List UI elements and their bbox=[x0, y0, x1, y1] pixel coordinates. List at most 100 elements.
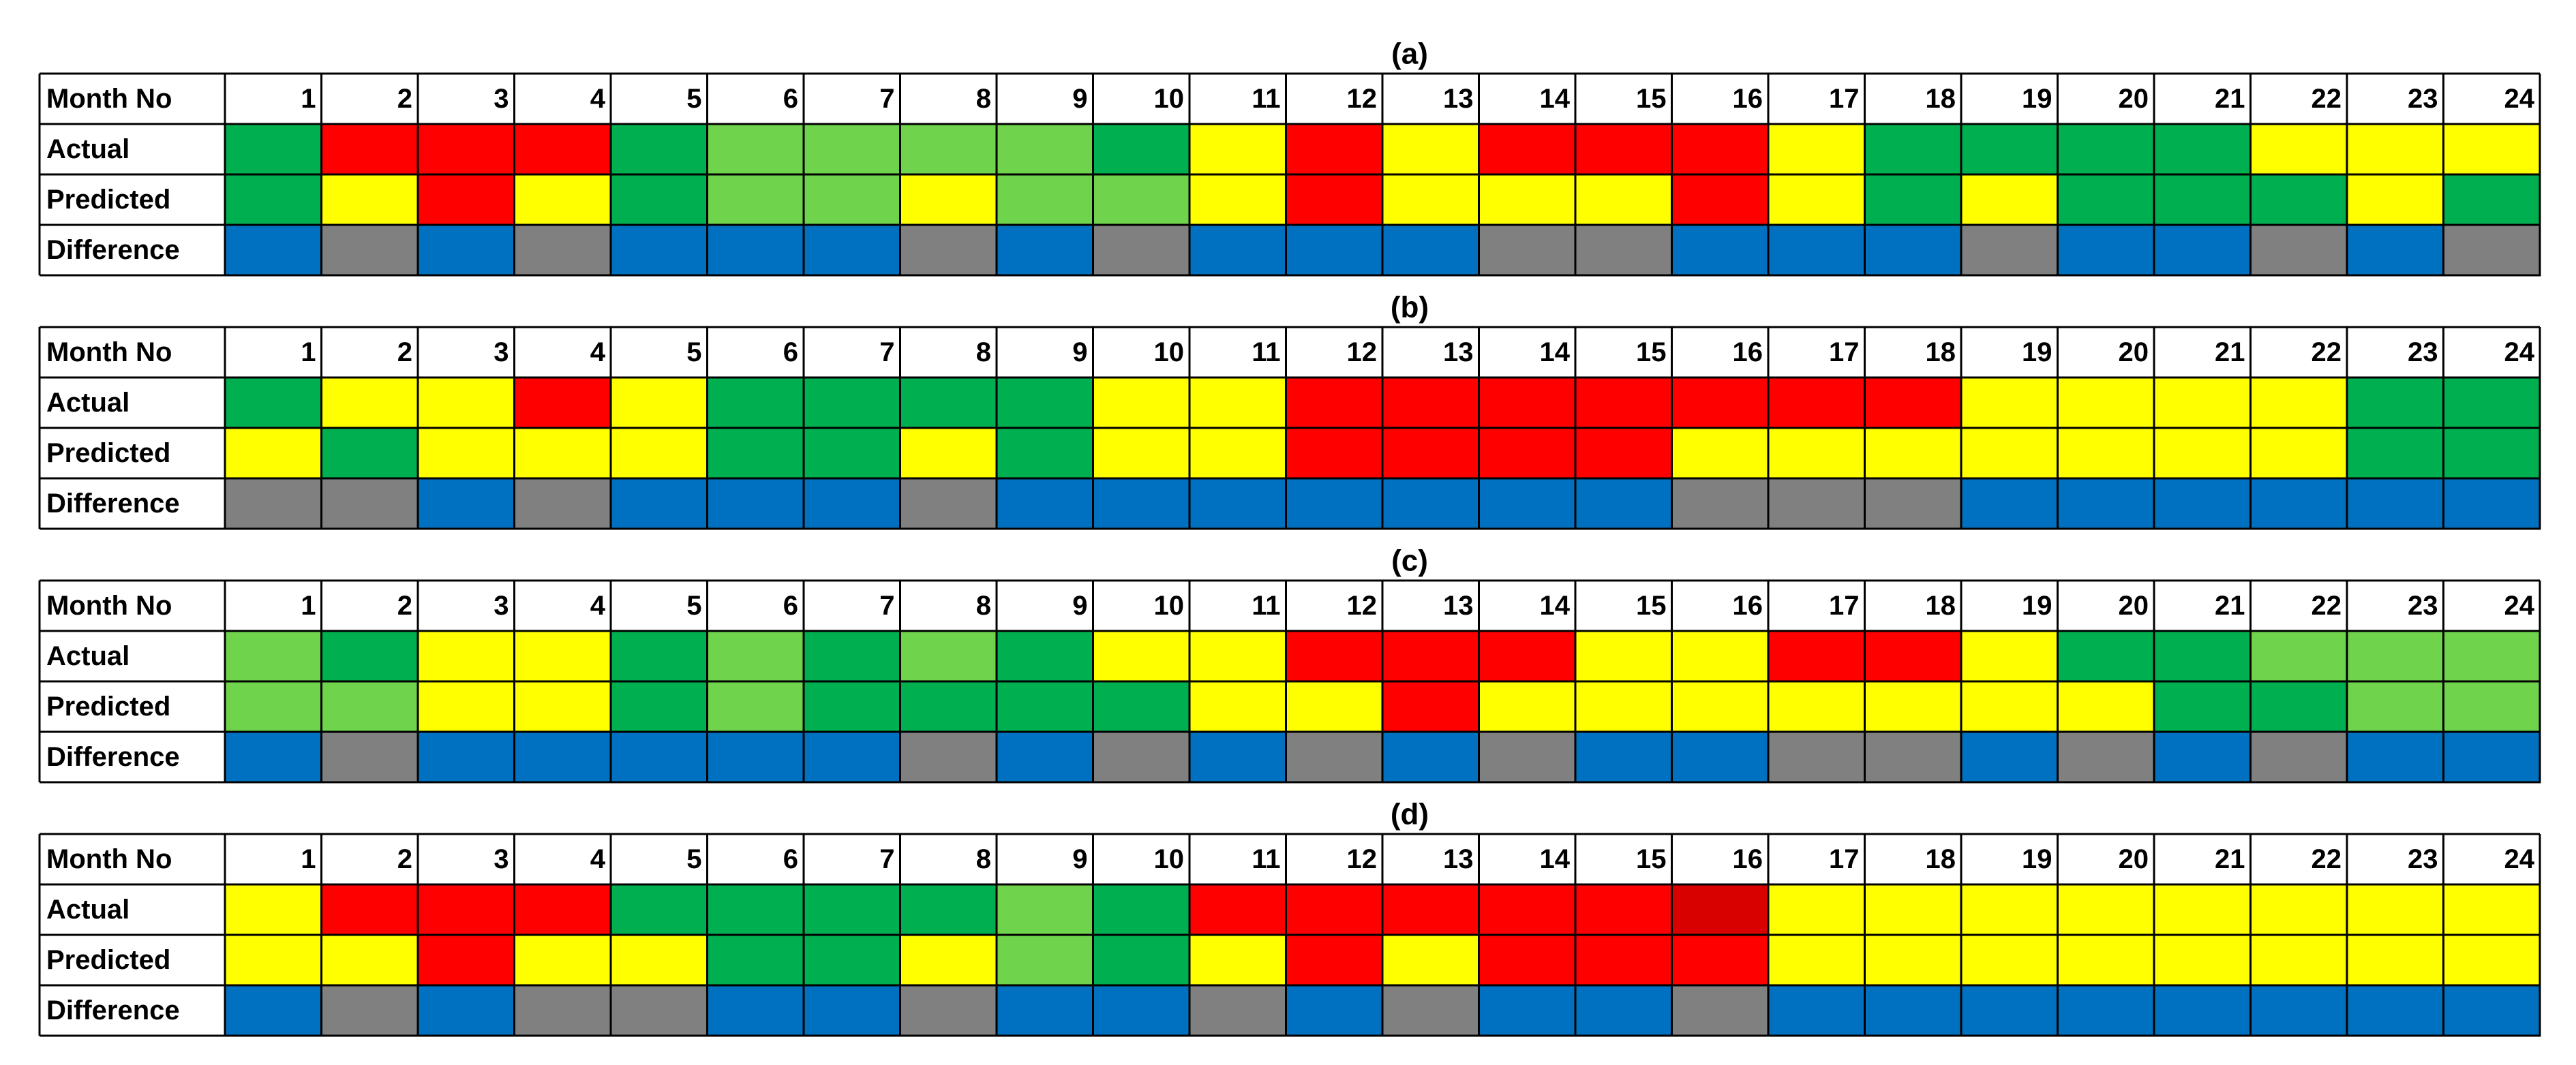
difference-cell bbox=[706, 984, 805, 1037]
predicted-cell bbox=[1960, 933, 2059, 987]
predicted-cell bbox=[1188, 427, 1287, 480]
row-label-predicted: Predicted bbox=[46, 692, 170, 722]
row-label-difference: Difference bbox=[46, 235, 180, 265]
predicted-cell bbox=[802, 933, 901, 987]
month-label: 7 bbox=[879, 337, 894, 367]
actual-cell bbox=[2057, 883, 2155, 936]
difference-cell bbox=[2346, 730, 2444, 784]
difference-cell bbox=[1092, 984, 1191, 1037]
predicted-cell bbox=[2057, 427, 2155, 480]
actual-cell bbox=[1478, 630, 1577, 683]
row-label-difference: Difference bbox=[46, 995, 180, 1025]
predicted-cell bbox=[995, 680, 1094, 733]
predicted-cell bbox=[1767, 427, 1866, 480]
predicted-cell bbox=[706, 173, 805, 226]
predicted-cell bbox=[995, 427, 1094, 480]
row-label-actual: Actual bbox=[46, 134, 130, 164]
row-label-difference: Difference bbox=[46, 489, 180, 519]
month-label: 5 bbox=[686, 844, 701, 874]
month-label: 16 bbox=[1733, 591, 1763, 621]
predicted-cell bbox=[609, 173, 708, 226]
month-label: 6 bbox=[783, 337, 798, 367]
row-label-predicted: Predicted bbox=[46, 945, 170, 975]
predicted-cell bbox=[802, 173, 901, 226]
predicted-cell bbox=[1381, 173, 1480, 226]
actual-cell bbox=[706, 883, 805, 936]
month-label: 12 bbox=[1347, 337, 1378, 367]
predicted-cell bbox=[1478, 933, 1577, 987]
month-label: 11 bbox=[1252, 337, 1280, 367]
difference-cell bbox=[802, 730, 901, 784]
predicted-cell bbox=[320, 427, 419, 480]
difference-cell bbox=[609, 730, 708, 784]
actual-cell bbox=[1960, 123, 2059, 176]
actual-cell bbox=[1574, 376, 1673, 429]
difference-cell bbox=[2346, 223, 2444, 277]
difference-cell bbox=[995, 223, 1094, 277]
predicted-cell bbox=[1188, 173, 1287, 226]
predicted-cell bbox=[1092, 427, 1191, 480]
difference-cell bbox=[609, 984, 708, 1037]
predicted-cell bbox=[1671, 933, 1770, 987]
predicted-cell bbox=[320, 933, 419, 987]
difference-cell bbox=[1381, 984, 1480, 1037]
month-label: 13 bbox=[1443, 844, 1474, 874]
month-label: 20 bbox=[2119, 591, 2149, 621]
month-label: 24 bbox=[2504, 337, 2535, 367]
row-label-cell bbox=[40, 985, 225, 1036]
actual-cell bbox=[1960, 883, 2059, 936]
month-label: 4 bbox=[590, 84, 606, 114]
predicted-cell bbox=[1767, 173, 1866, 226]
actual-cell bbox=[513, 883, 612, 936]
row-label-actual: Actual bbox=[46, 895, 130, 925]
predicted-cell bbox=[1092, 680, 1191, 733]
difference-cell bbox=[224, 730, 322, 784]
difference-cell bbox=[1285, 984, 1384, 1037]
difference-cell bbox=[1188, 223, 1287, 277]
predicted-cell bbox=[2153, 680, 2252, 733]
actual-cell bbox=[1092, 883, 1191, 936]
month-label: 5 bbox=[686, 84, 701, 114]
difference-cell bbox=[899, 730, 998, 784]
predicted-cell bbox=[1864, 427, 1963, 480]
actual-cell bbox=[802, 376, 901, 429]
actual-cell bbox=[1285, 883, 1384, 936]
month-label: 22 bbox=[2312, 844, 2342, 874]
predicted-cell bbox=[2346, 680, 2444, 733]
difference-cell bbox=[2057, 477, 2155, 530]
actual-cell bbox=[224, 376, 322, 429]
predicted-cell bbox=[899, 680, 998, 733]
actual-cell bbox=[2153, 630, 2252, 683]
predicted-cell bbox=[1574, 173, 1673, 226]
row-label-month: Month No bbox=[46, 844, 172, 874]
difference-cell bbox=[2153, 223, 2252, 277]
predicted-cell bbox=[416, 680, 515, 733]
row-label-actual: Actual bbox=[46, 388, 130, 418]
month-label: 24 bbox=[2504, 591, 2535, 621]
predicted-cell bbox=[995, 173, 1094, 226]
month-label: 6 bbox=[783, 84, 798, 114]
actual-cell bbox=[1285, 123, 1384, 176]
difference-cell bbox=[995, 984, 1094, 1037]
predicted-cell bbox=[2346, 933, 2444, 987]
difference-cell bbox=[1671, 223, 1770, 277]
row-label-predicted: Predicted bbox=[46, 438, 170, 468]
actual-cell bbox=[2249, 123, 2348, 176]
predicted-cell bbox=[2442, 427, 2541, 480]
actual-cell bbox=[1478, 883, 1577, 936]
month-row-bg bbox=[40, 834, 2540, 884]
panel-title: (c) bbox=[1391, 544, 1428, 578]
actual-cell bbox=[1864, 630, 1963, 683]
month-label: 19 bbox=[2022, 591, 2052, 621]
month-label: 18 bbox=[1926, 591, 1956, 621]
row-label-cell bbox=[40, 225, 225, 275]
difference-cell bbox=[2057, 984, 2155, 1037]
difference-cell bbox=[416, 730, 515, 784]
actual-cell bbox=[224, 123, 322, 176]
difference-cell bbox=[1381, 223, 1480, 277]
difference-cell bbox=[224, 223, 322, 277]
actual-cell bbox=[1092, 123, 1191, 176]
predicted-cell bbox=[224, 173, 322, 226]
predicted-cell bbox=[899, 427, 998, 480]
